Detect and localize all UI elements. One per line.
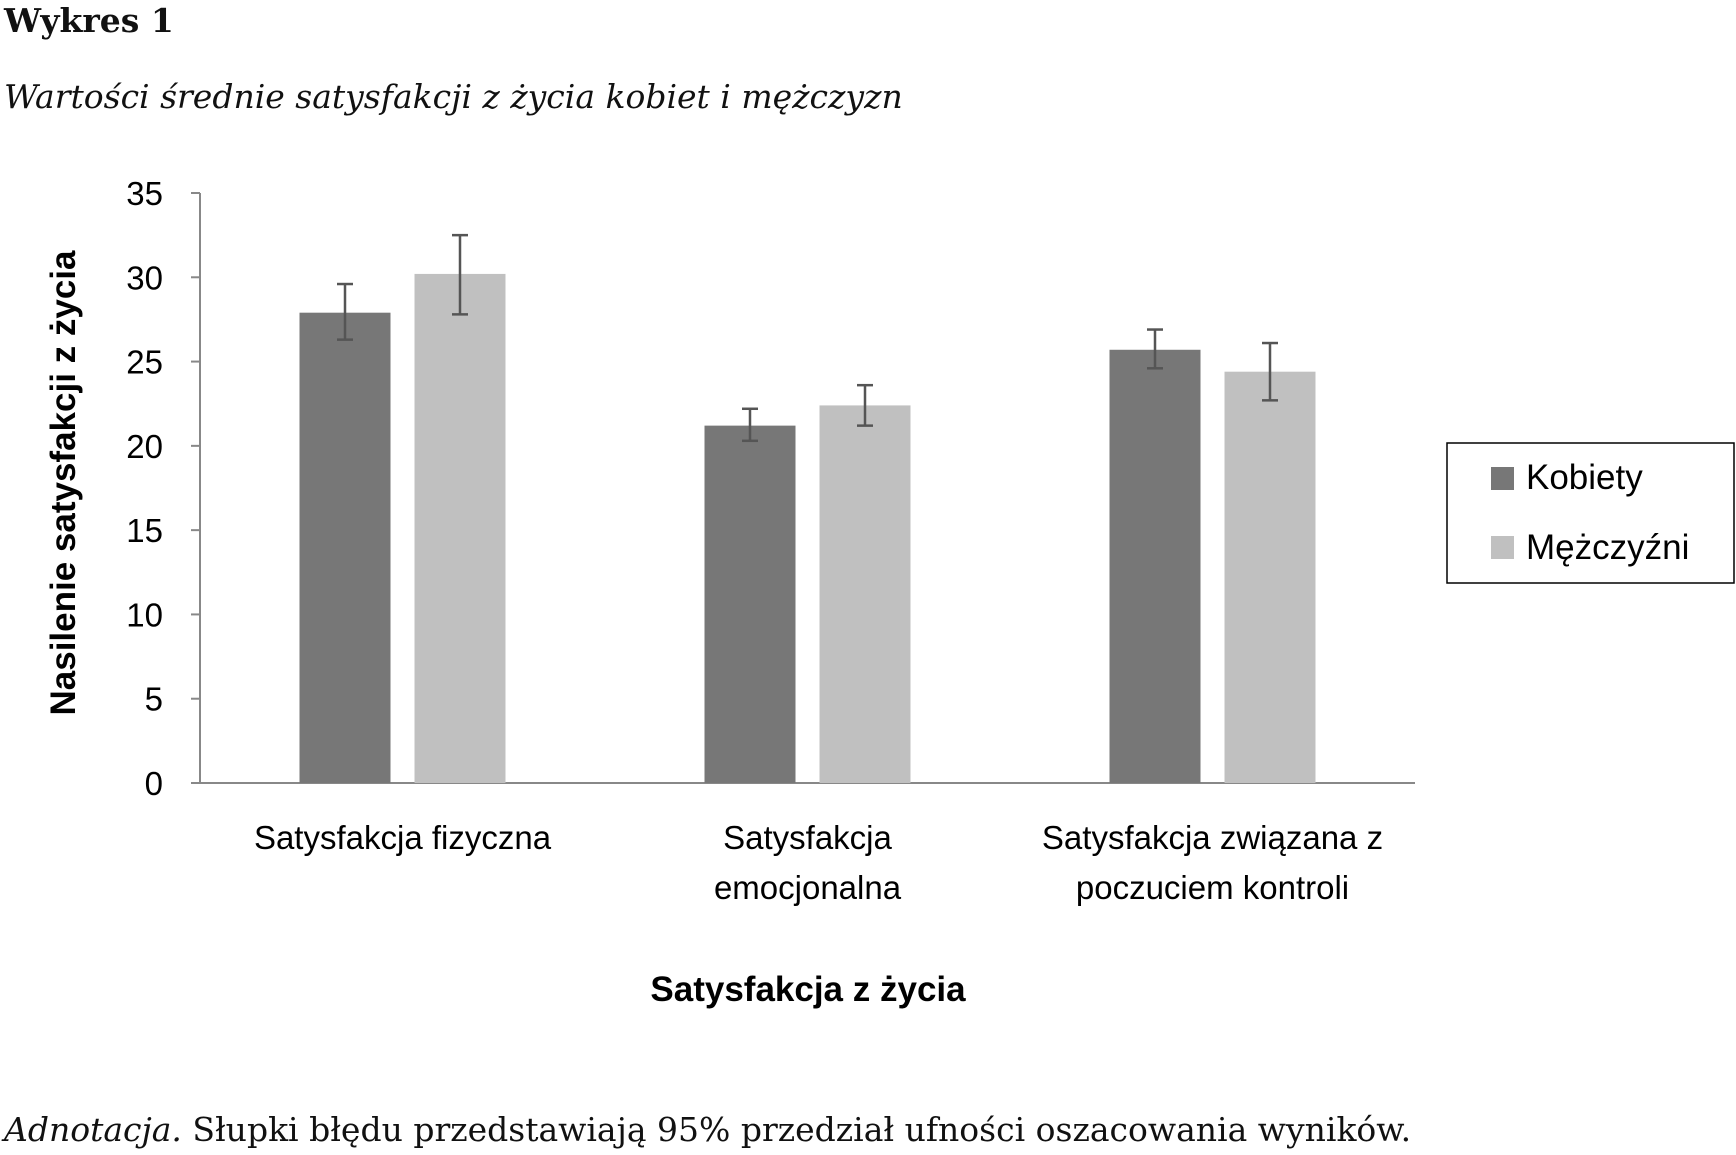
bar-mezczyzni — [414, 273, 506, 783]
x-category-label: emocjonalna — [714, 869, 902, 906]
legend-swatch-mezczyzni — [1491, 536, 1514, 559]
x-category-label: Satysfakcja fizyczna — [254, 819, 552, 856]
y-tick-label: 0 — [145, 765, 163, 802]
x-axis-title: Satysfakcja z życia — [650, 970, 966, 1009]
legend-swatch-kobiety — [1491, 467, 1514, 490]
figure-label: Wykres 1 — [3, 1, 174, 40]
legend: Kobiety Mężczyźni — [1446, 442, 1735, 584]
bar-kobiety — [704, 425, 796, 783]
note: Adnotacja. Słupki błędu przedstawiają 95… — [1, 1110, 1411, 1149]
y-tick-label: 10 — [126, 596, 163, 633]
legend-label-mezczyzni: Mężczyźni — [1526, 528, 1689, 567]
x-category-label: poczuciem kontroli — [1076, 869, 1349, 906]
y-axis-title: Nasilenie satysfakcji z życia — [44, 250, 83, 716]
legend-label-kobiety: Kobiety — [1526, 458, 1643, 497]
y-tick-label: 30 — [126, 259, 163, 296]
bar-mezczyzni — [819, 405, 911, 783]
figure-title: Wartości średnie satysfakcji z życia kob… — [4, 77, 903, 116]
x-category-label: Satysfakcja związana z — [1042, 819, 1383, 856]
y-tick-label: 5 — [145, 681, 163, 718]
bar-mezczyzni — [1224, 371, 1316, 783]
y-tick-label: 20 — [126, 428, 163, 465]
y-tick-label: 25 — [126, 344, 163, 381]
note-text: Słupki błędu przedstawiają 95% przedział… — [182, 1110, 1411, 1149]
legend-box — [1446, 442, 1735, 584]
x-category-label: Satysfakcja — [723, 819, 892, 856]
note-label: Adnotacja. — [1, 1110, 182, 1149]
y-tick-label: 15 — [126, 512, 163, 549]
bar-kobiety — [1109, 349, 1201, 783]
y-tick-label: 35 — [126, 175, 163, 212]
bar-kobiety — [299, 312, 391, 783]
